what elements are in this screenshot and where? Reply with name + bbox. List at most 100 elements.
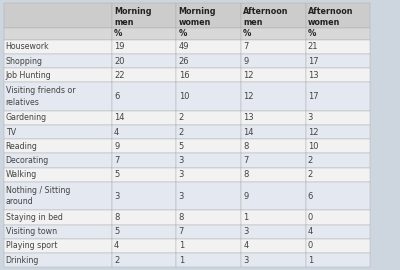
Text: 14: 14 [114,113,124,122]
Text: 3: 3 [243,256,248,265]
Bar [241,253,306,267]
Text: Morning
men: Morning men [114,7,152,27]
Bar [4,125,112,139]
Bar [176,182,241,210]
Text: %: % [114,29,122,39]
Text: Afternoon
men: Afternoon men [243,7,289,27]
Text: 7: 7 [179,227,184,236]
Bar [112,168,176,182]
Bar [241,210,306,225]
Bar [112,82,176,111]
Bar [4,153,112,168]
Bar [4,68,112,82]
Bar [306,239,370,253]
Text: Nothing / Sitting
around: Nothing / Sitting around [6,186,70,206]
Text: 3: 3 [243,227,248,236]
Text: 14: 14 [243,128,254,137]
Bar [112,28,176,40]
Text: 7: 7 [114,156,120,165]
Bar [4,225,112,239]
Text: 4: 4 [243,241,248,251]
Bar [112,111,176,125]
Text: 2: 2 [308,156,313,165]
Bar [306,168,370,182]
Bar [176,82,241,111]
Text: Visiting town: Visiting town [6,227,57,236]
Text: Walking: Walking [6,170,37,179]
Text: 7: 7 [243,42,248,51]
Text: 6: 6 [114,92,120,101]
Text: 9: 9 [114,142,119,151]
Bar [112,68,176,82]
Text: 6: 6 [308,192,313,201]
Bar [241,225,306,239]
Text: Staying in bed: Staying in bed [6,213,62,222]
Bar [241,54,306,68]
Text: 3: 3 [308,113,313,122]
Text: 9: 9 [243,56,248,66]
Text: Gardening: Gardening [6,113,47,122]
Text: 19: 19 [114,42,124,51]
Text: %: % [179,29,187,39]
Text: 21: 21 [308,42,318,51]
Bar [241,139,306,153]
Text: 8: 8 [243,142,248,151]
Text: 3: 3 [114,192,120,201]
Bar [176,253,241,267]
Bar [306,111,370,125]
Text: 1: 1 [308,256,313,265]
Text: 8: 8 [179,213,184,222]
Bar [4,40,112,54]
Text: 3: 3 [179,156,184,165]
Text: 12: 12 [243,92,254,101]
Bar [306,3,370,28]
Text: %: % [243,29,252,39]
Text: 12: 12 [243,71,254,80]
Bar [4,210,112,225]
Text: Playing sport: Playing sport [6,241,57,251]
Text: 13: 13 [308,71,318,80]
Bar [176,239,241,253]
Text: 0: 0 [308,241,313,251]
Bar [306,125,370,139]
Bar [241,111,306,125]
Text: Job Hunting: Job Hunting [6,71,51,80]
Text: 2: 2 [308,170,313,179]
Text: Housework: Housework [6,42,49,51]
Text: 49: 49 [179,42,189,51]
Text: 4: 4 [308,227,313,236]
Bar [112,125,176,139]
Text: Reading: Reading [6,142,38,151]
Text: %: % [308,29,316,39]
Text: 10: 10 [179,92,189,101]
Bar [4,54,112,68]
Bar [306,182,370,210]
Bar [4,168,112,182]
Text: 1: 1 [179,256,184,265]
Bar [176,210,241,225]
Bar [112,139,176,153]
Bar [112,3,176,28]
Bar [176,3,241,28]
Text: 1: 1 [179,241,184,251]
Bar [176,225,241,239]
Bar [306,153,370,168]
Text: 4: 4 [114,241,119,251]
Bar [306,40,370,54]
Text: 9: 9 [243,192,248,201]
Text: 3: 3 [179,192,184,201]
Bar [112,54,176,68]
Text: 8: 8 [114,213,120,222]
Text: 13: 13 [243,113,254,122]
Bar [306,54,370,68]
Text: 1: 1 [243,213,248,222]
Text: TV: TV [6,128,16,137]
Bar [4,182,112,210]
Bar [4,253,112,267]
Text: 16: 16 [179,71,189,80]
Bar [306,225,370,239]
Text: 10: 10 [308,142,318,151]
Bar [112,253,176,267]
Text: 2: 2 [179,128,184,137]
Text: 5: 5 [114,170,119,179]
